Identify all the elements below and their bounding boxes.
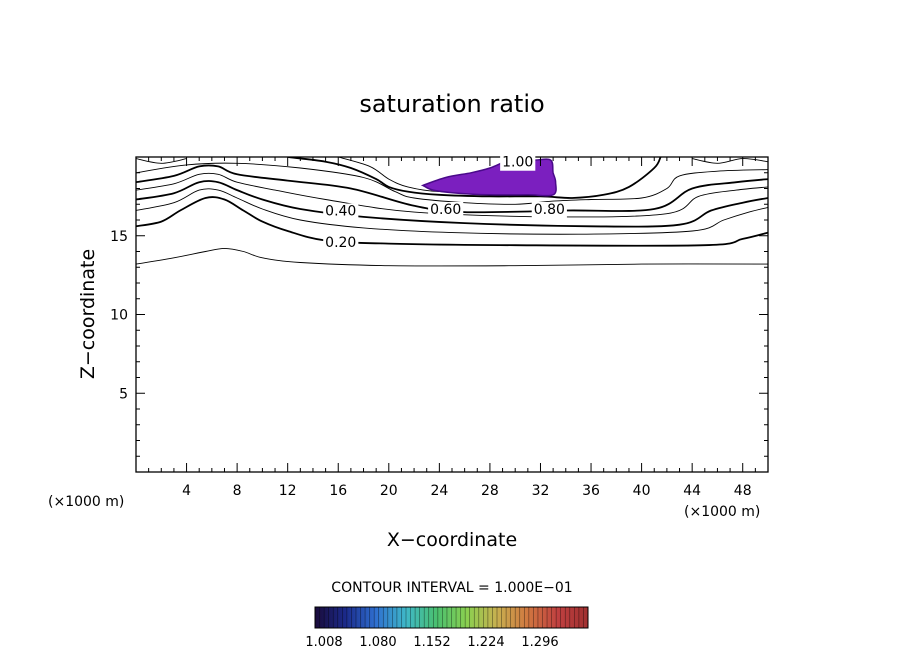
contour-line [136, 188, 768, 235]
y-tick-label: 10 [110, 308, 128, 324]
x-tick-label: 8 [233, 483, 242, 499]
y-axis-label: Z−coordinate [77, 249, 99, 379]
contour-label: 0.80 [534, 202, 565, 218]
x-axis-unit: (×1000 m) [684, 504, 760, 520]
contour-interval-note: CONTOUR INTERVAL = 1.000E−01 [331, 580, 572, 596]
contour-line [136, 162, 768, 205]
contour-label-background [428, 201, 464, 218]
x-tick-label: 36 [582, 483, 600, 499]
y-tick-label: 15 [110, 229, 128, 245]
x-tick-label: 4 [182, 483, 191, 499]
colorbar-tick-label: 1.152 [413, 635, 450, 650]
contour-line [287, 157, 662, 199]
contour-line [136, 180, 768, 228]
contour-label: 0.40 [325, 204, 356, 220]
chart-title: saturation ratio [359, 90, 544, 118]
x-tick-label: 16 [329, 483, 347, 499]
x-tick-label: 12 [279, 483, 297, 499]
contour-label-background [500, 154, 536, 171]
x-tick-label: 40 [633, 483, 651, 499]
colorbar-tick-label: 1.296 [521, 635, 558, 650]
contour-line [136, 164, 768, 214]
colorbar-tick-label: 1.008 [305, 635, 342, 650]
colorbar: 1.008 1.080 1.152 1.224 1.296 [305, 606, 589, 650]
contour-label-background [531, 201, 567, 218]
contour-line [692, 158, 768, 164]
colorbar-tick-label: 1.224 [467, 635, 504, 650]
contour-label-background [323, 235, 359, 252]
x-axis-label: X−coordinate [387, 529, 517, 551]
x-tick-label: 28 [481, 483, 499, 499]
x-tick-label: 48 [734, 483, 752, 499]
contour-label: 0.20 [325, 235, 356, 251]
contour-label: 0.60 [430, 202, 461, 218]
x-tick-label: 24 [430, 483, 448, 499]
contour-line [136, 196, 768, 247]
contour-label: 1.00 [502, 155, 533, 171]
contour-line [136, 247, 768, 267]
y-axis-unit: (×1000 m) [48, 494, 124, 510]
x-tick-label: 44 [683, 483, 701, 499]
colorbar-tick-label: 1.080 [359, 635, 396, 650]
contour-line [136, 158, 187, 164]
x-tick-label: 20 [380, 483, 398, 499]
y-tick-label: 5 [119, 386, 128, 402]
contour-label-background [323, 203, 359, 220]
x-tick-label: 32 [532, 483, 550, 499]
